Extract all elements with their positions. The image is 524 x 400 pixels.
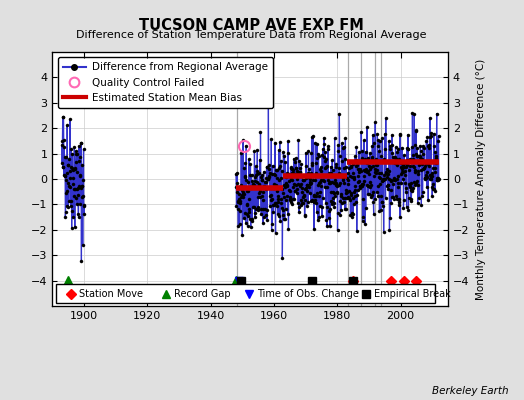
Bar: [56, 284, 435, 304]
Legend: Difference from Regional Average, Quality Control Failed, Estimated Station Mean: Difference from Regional Average, Qualit…: [58, 57, 273, 108]
Text: Empirical Break: Empirical Break: [374, 289, 451, 299]
Y-axis label: Monthly Temperature Anomaly Difference (°C): Monthly Temperature Anomaly Difference (…: [476, 58, 486, 300]
Text: Berkeley Earth: Berkeley Earth: [432, 386, 508, 396]
Text: Station Move: Station Move: [79, 289, 143, 299]
Text: TUCSON CAMP AVE EXP FM: TUCSON CAMP AVE EXP FM: [139, 18, 364, 33]
Text: Record Gap: Record Gap: [174, 289, 231, 299]
Text: Difference of Station Temperature Data from Regional Average: Difference of Station Temperature Data f…: [77, 30, 427, 40]
Text: Time of Obs. Change: Time of Obs. Change: [257, 289, 358, 299]
